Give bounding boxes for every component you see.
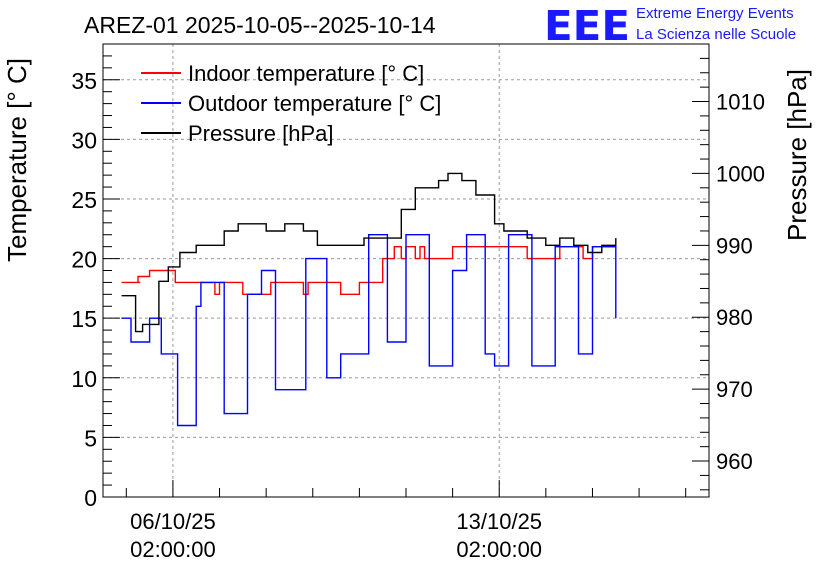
- y-left-tick-label: 15: [71, 306, 97, 332]
- axes: 0 5 10 15 20 25 30 35 960 970 980 990 1000 1010 06/10/…: [71, 43, 765, 562]
- y-axis-label-left: Temperature [° C]: [2, 58, 32, 262]
- chart-title: AREZ-01 2025-10-05--2025-10-14: [84, 12, 436, 38]
- x-tick-label-time: 02:00:00: [130, 537, 216, 562]
- x-tick-label-time: 02:00:00: [456, 537, 542, 562]
- y-left-tick-label: 5: [84, 425, 97, 451]
- y-right-tick-label: 1000: [716, 161, 765, 186]
- y-right-tick-label: 960: [716, 449, 753, 474]
- y-right-tick-label: 990: [716, 233, 753, 258]
- plot-series: [121, 172, 617, 427]
- y-left-tick-label: 35: [71, 68, 97, 94]
- x-tick-label-date: 06/10/25: [130, 509, 216, 534]
- series-line: [121, 246, 616, 295]
- y-right-tick-label: 1010: [716, 90, 765, 115]
- legend-label: Outdoor temperature [° C]: [188, 91, 441, 116]
- y-right-tick-label: 970: [716, 377, 753, 402]
- legend: Indoor temperature [° C] Outdoor temperat…: [141, 61, 441, 146]
- org-name-line2: La Scienza nelle Scuole: [636, 26, 796, 43]
- y-axis-label-right: Pressure [hPa]: [782, 69, 812, 241]
- y-left-tick-label: 25: [71, 187, 97, 213]
- y-left-tick-label: 0: [84, 485, 97, 511]
- y-right-tick-label: 980: [716, 305, 753, 330]
- series-line: [121, 172, 617, 333]
- series-line: [121, 234, 617, 427]
- x-tick-label-date: 13/10/25: [456, 509, 542, 534]
- eee-logo: EEE: [544, 2, 630, 50]
- legend-label: Pressure [hPa]: [188, 121, 334, 146]
- org-name-line1: Extreme Energy Events: [636, 5, 794, 22]
- y-left-tick-label: 30: [71, 127, 97, 153]
- y-left-tick-label: 10: [71, 366, 97, 392]
- y-left-tick-label: 20: [71, 247, 97, 273]
- legend-label: Indoor temperature [° C]: [188, 61, 424, 86]
